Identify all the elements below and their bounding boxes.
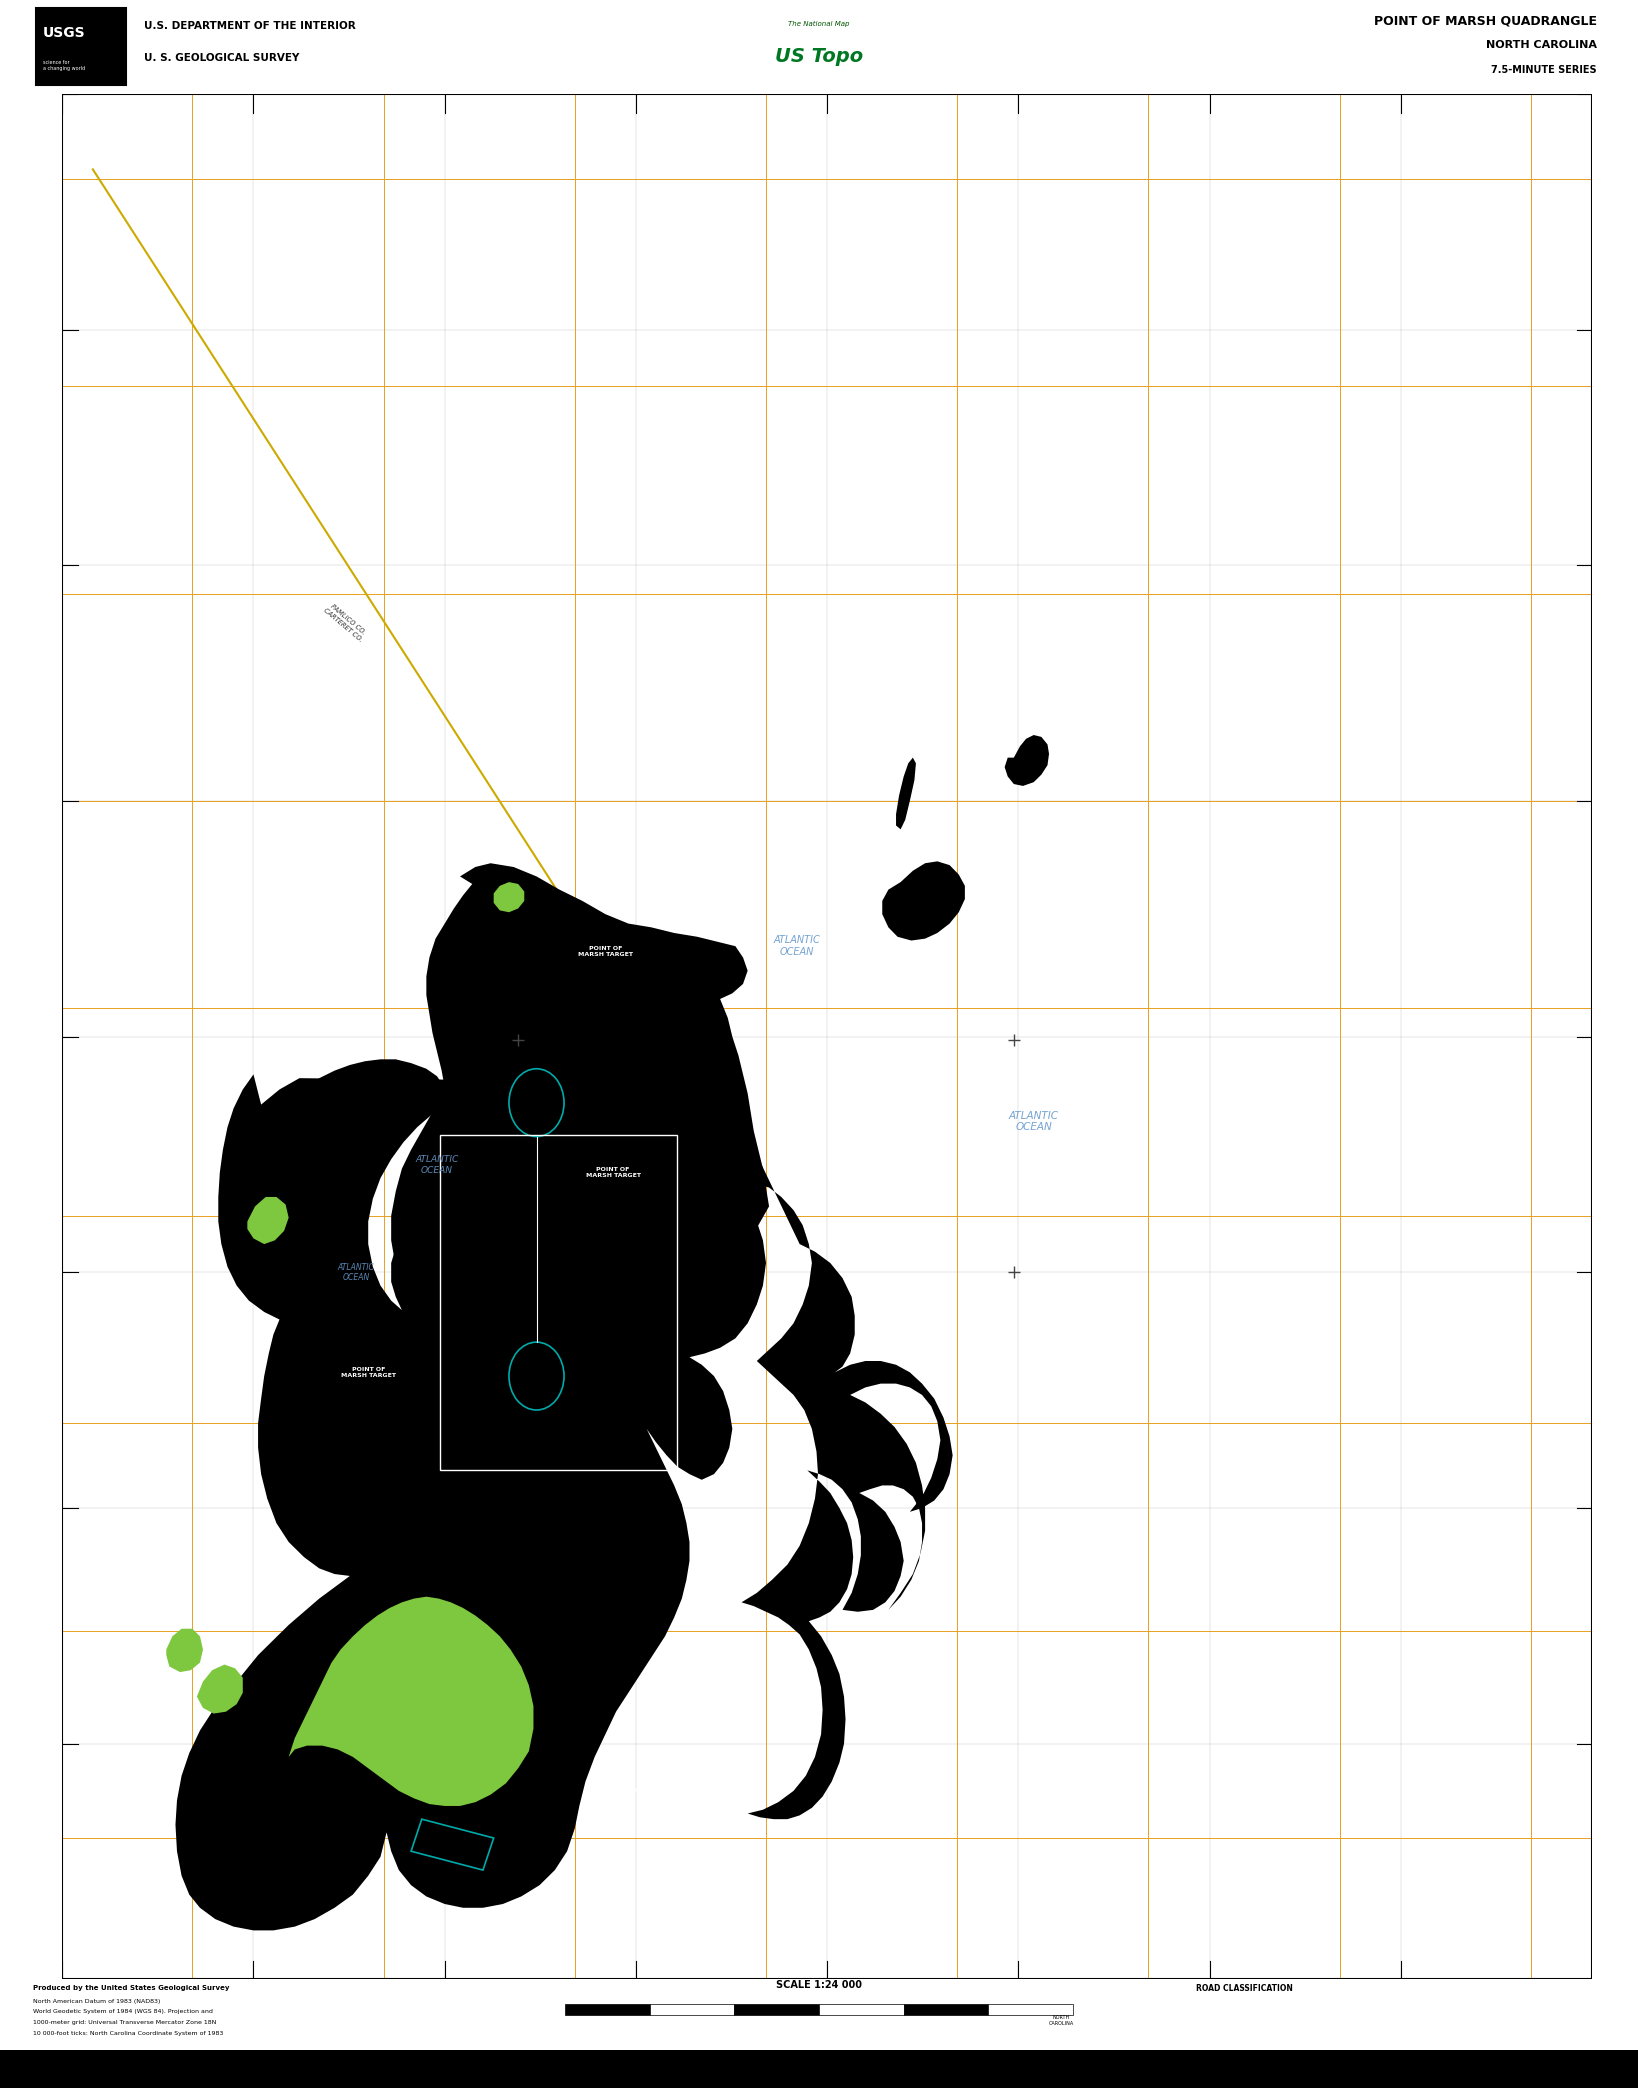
Text: ROAD CLASSIFICATION: ROAD CLASSIFICATION — [1196, 1984, 1292, 1992]
Text: POINT OF
MARSH TARGET: POINT OF MARSH TARGET — [629, 1781, 683, 1792]
Text: science for
a changing world: science for a changing world — [43, 61, 85, 71]
Polygon shape — [167, 1629, 203, 1672]
Text: SCALE 1:24 000: SCALE 1:24 000 — [776, 1979, 862, 1990]
Polygon shape — [883, 862, 965, 940]
Text: US Topo: US Topo — [775, 46, 863, 67]
Bar — [0, 2050, 1638, 2088]
Text: POINT OF
MARSH TARGET: POINT OF MARSH TARGET — [578, 946, 632, 956]
Bar — [988, 2004, 1073, 2015]
Text: 10 000-foot ticks: North Carolina Coordinate System of 1983: 10 000-foot ticks: North Carolina Coordi… — [33, 2032, 223, 2036]
Polygon shape — [197, 1664, 242, 1714]
Polygon shape — [1004, 735, 1048, 785]
Polygon shape — [896, 758, 916, 829]
Text: 7.5-MINUTE SERIES: 7.5-MINUTE SERIES — [1492, 65, 1597, 75]
Text: ATLANTIC
OCEAN: ATLANTIC OCEAN — [773, 935, 821, 956]
Text: North American Datum of 1983 (NAD83): North American Datum of 1983 (NAD83) — [33, 1998, 161, 2004]
Polygon shape — [288, 1597, 534, 1806]
Bar — [650, 2004, 734, 2015]
Bar — [441, 1134, 676, 1470]
Text: ATLANTIC
OCEAN: ATLANTIC OCEAN — [337, 1263, 375, 1282]
Text: POINT OF
MARSH TARGET: POINT OF MARSH TARGET — [585, 1167, 640, 1178]
Text: POINT OF
MARSH TARGET: POINT OF MARSH TARGET — [341, 1368, 396, 1378]
Text: NORTH CAROLINA: NORTH CAROLINA — [1486, 40, 1597, 50]
Text: NORTH
CAROLINA: NORTH CAROLINA — [1048, 2015, 1075, 2025]
Text: ATLANTIC
OCEAN: ATLANTIC OCEAN — [1009, 1111, 1058, 1132]
Text: USGS: USGS — [43, 25, 85, 40]
Text: ATLANTIC
OCEAN: ATLANTIC OCEAN — [416, 1155, 459, 1176]
Text: U.S. DEPARTMENT OF THE INTERIOR: U.S. DEPARTMENT OF THE INTERIOR — [144, 21, 355, 31]
Bar — [819, 2004, 904, 2015]
Polygon shape — [249, 862, 770, 1508]
Bar — [734, 2004, 819, 2015]
Text: The National Map: The National Map — [788, 21, 850, 27]
Polygon shape — [493, 881, 524, 912]
Text: World Geodetic System of 1984 (WGS 84). Projection and: World Geodetic System of 1984 (WGS 84). … — [33, 2009, 213, 2015]
Text: POINT OF MARSH QUADRANGLE: POINT OF MARSH QUADRANGLE — [1374, 15, 1597, 27]
Bar — [904, 2004, 988, 2015]
Text: U. S. GEOLOGICAL SURVEY: U. S. GEOLOGICAL SURVEY — [144, 54, 300, 63]
Text: Produced by the United States Geological Survey: Produced by the United States Geological… — [33, 1986, 229, 1992]
Text: 1000-meter grid: Universal Transverse Mercator Zone 18N: 1000-meter grid: Universal Transverse Me… — [33, 2021, 216, 2025]
Polygon shape — [175, 1073, 953, 1931]
Bar — [565, 2004, 650, 2015]
Polygon shape — [247, 1196, 288, 1244]
Text: PAMLICO CO.
CARTERET CO.: PAMLICO CO. CARTERET CO. — [323, 601, 369, 643]
Bar — [36, 8, 126, 86]
